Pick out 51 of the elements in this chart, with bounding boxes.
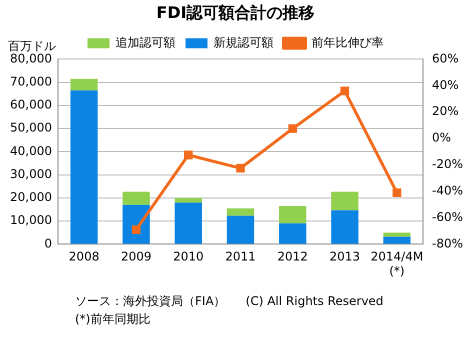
bar <box>122 192 150 205</box>
y2-tick-label: 0% <box>432 130 452 145</box>
bar <box>226 208 254 216</box>
bar <box>226 216 254 244</box>
y-tick-label: 60,000 <box>10 98 52 112</box>
point <box>288 124 297 133</box>
y2-tick-label: -80% <box>432 236 464 250</box>
bar <box>279 206 306 224</box>
y2-tick-label: 60% <box>432 51 459 66</box>
bar <box>331 192 358 210</box>
point <box>340 86 350 96</box>
legend-label: 新規認可額 <box>214 35 274 50</box>
legend-label: 追加認可額 <box>116 35 176 50</box>
y-tick-label: 50,000 <box>10 120 52 135</box>
y-tick-label: 20,000 <box>10 190 52 204</box>
y2-tick-label: 40% <box>432 78 459 92</box>
text: (*)前年同期比 <box>75 311 152 328</box>
x-tick-label: 2011 <box>225 250 256 264</box>
y-tick-label: 30,000 <box>10 166 52 181</box>
bar <box>70 90 98 244</box>
x-tick-label: 2009 <box>120 250 152 264</box>
point <box>392 188 402 197</box>
y2-tick-label: -20% <box>432 157 464 172</box>
point <box>132 225 141 234</box>
chart-title: FDI認可額合計の推移 <box>156 2 315 22</box>
y-tick-label: 40,000 <box>10 144 52 158</box>
point <box>236 164 245 173</box>
x-tick-label: 2008 <box>68 250 100 264</box>
y-axis-title: 百万ドル <box>8 38 56 54</box>
bar <box>383 236 411 244</box>
y2-tick-label: 20% <box>432 104 459 118</box>
bar <box>174 198 202 203</box>
y2-tick-label: -60% <box>432 210 464 224</box>
bar <box>70 78 98 90</box>
y-tick-label: 10,000 <box>10 213 52 228</box>
bar <box>331 210 358 244</box>
x-tick-label: 2013 <box>330 250 360 264</box>
point <box>184 150 193 160</box>
bar <box>383 232 411 237</box>
y-tick-label: 70,000 <box>10 74 52 88</box>
y-tick-label: 80,000 <box>10 51 52 66</box>
x-tick-label: 2010 <box>173 250 204 264</box>
bar <box>279 223 306 244</box>
y2-tick-label: -40% <box>432 183 464 198</box>
text: (C) All Rights Reserved <box>246 294 384 308</box>
legend-label: 前年比伸び率 <box>312 35 384 50</box>
y-tick-label: 0 <box>44 236 52 250</box>
x-tick-label: 2014/4M (*) <box>370 250 424 278</box>
x-tick-label: 2012 <box>277 250 308 264</box>
bar <box>174 202 202 244</box>
text: ソース：海外投資局（FIA） <box>75 294 226 308</box>
